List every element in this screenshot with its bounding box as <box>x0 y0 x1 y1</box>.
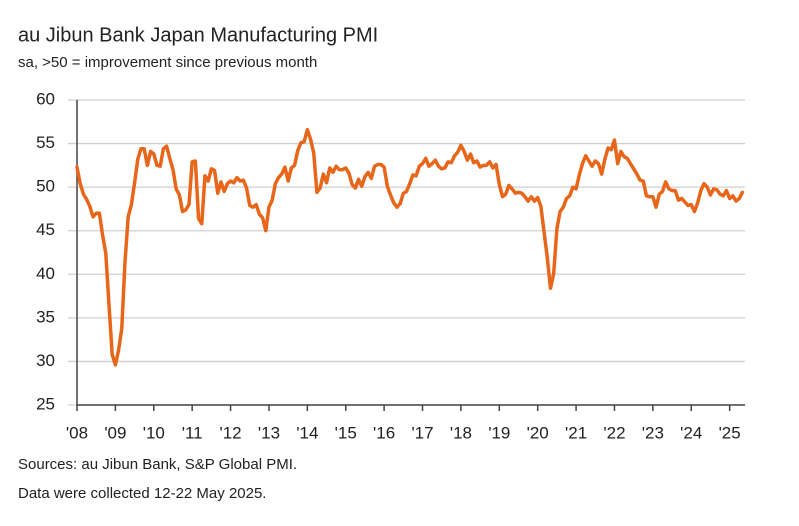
y-tick-label: 55 <box>36 133 55 152</box>
x-tick-label: '18 <box>450 423 472 442</box>
source-note: Sources: au Jibun Bank, S&P Global PMI. <box>18 456 297 473</box>
y-tick-label: 30 <box>36 351 55 370</box>
collection-note: Data were collected 12-22 May 2025. <box>18 485 266 502</box>
x-tick-label: '21 <box>565 423 587 442</box>
x-tick-label: '23 <box>642 423 664 442</box>
x-tick-label: '14 <box>296 423 318 442</box>
x-tick-label: '16 <box>373 423 395 442</box>
x-tick-label: '24 <box>680 423 702 442</box>
y-tick-label: 40 <box>36 264 55 283</box>
x-tick-label: '10 <box>143 423 165 442</box>
x-tick-label: '19 <box>488 423 510 442</box>
x-tick-label: '17 <box>411 423 433 442</box>
x-tick-label: '12 <box>219 423 241 442</box>
y-tick-label: 35 <box>36 307 55 326</box>
x-tick-label: '25 <box>719 423 741 442</box>
x-tick-label: '11 <box>182 423 203 442</box>
x-tick-label: '13 <box>258 423 280 442</box>
x-tick-label: '22 <box>603 423 625 442</box>
y-tick-label: 45 <box>36 220 55 239</box>
y-tick-label: 50 <box>36 177 55 196</box>
pmi-line <box>75 127 745 367</box>
chart-title: au Jibun Bank Japan Manufacturing PMI <box>18 24 378 46</box>
x-tick-label: '08 <box>66 423 88 442</box>
y-tick-label: 25 <box>36 394 55 413</box>
chart-subtitle: sa, >50 = improvement since previous mon… <box>18 54 317 71</box>
x-tick-label: '20 <box>527 423 549 442</box>
x-tick-label: '09 <box>104 423 126 442</box>
y-tick-label: 60 <box>36 89 55 108</box>
x-tick-label: '15 <box>335 423 357 442</box>
